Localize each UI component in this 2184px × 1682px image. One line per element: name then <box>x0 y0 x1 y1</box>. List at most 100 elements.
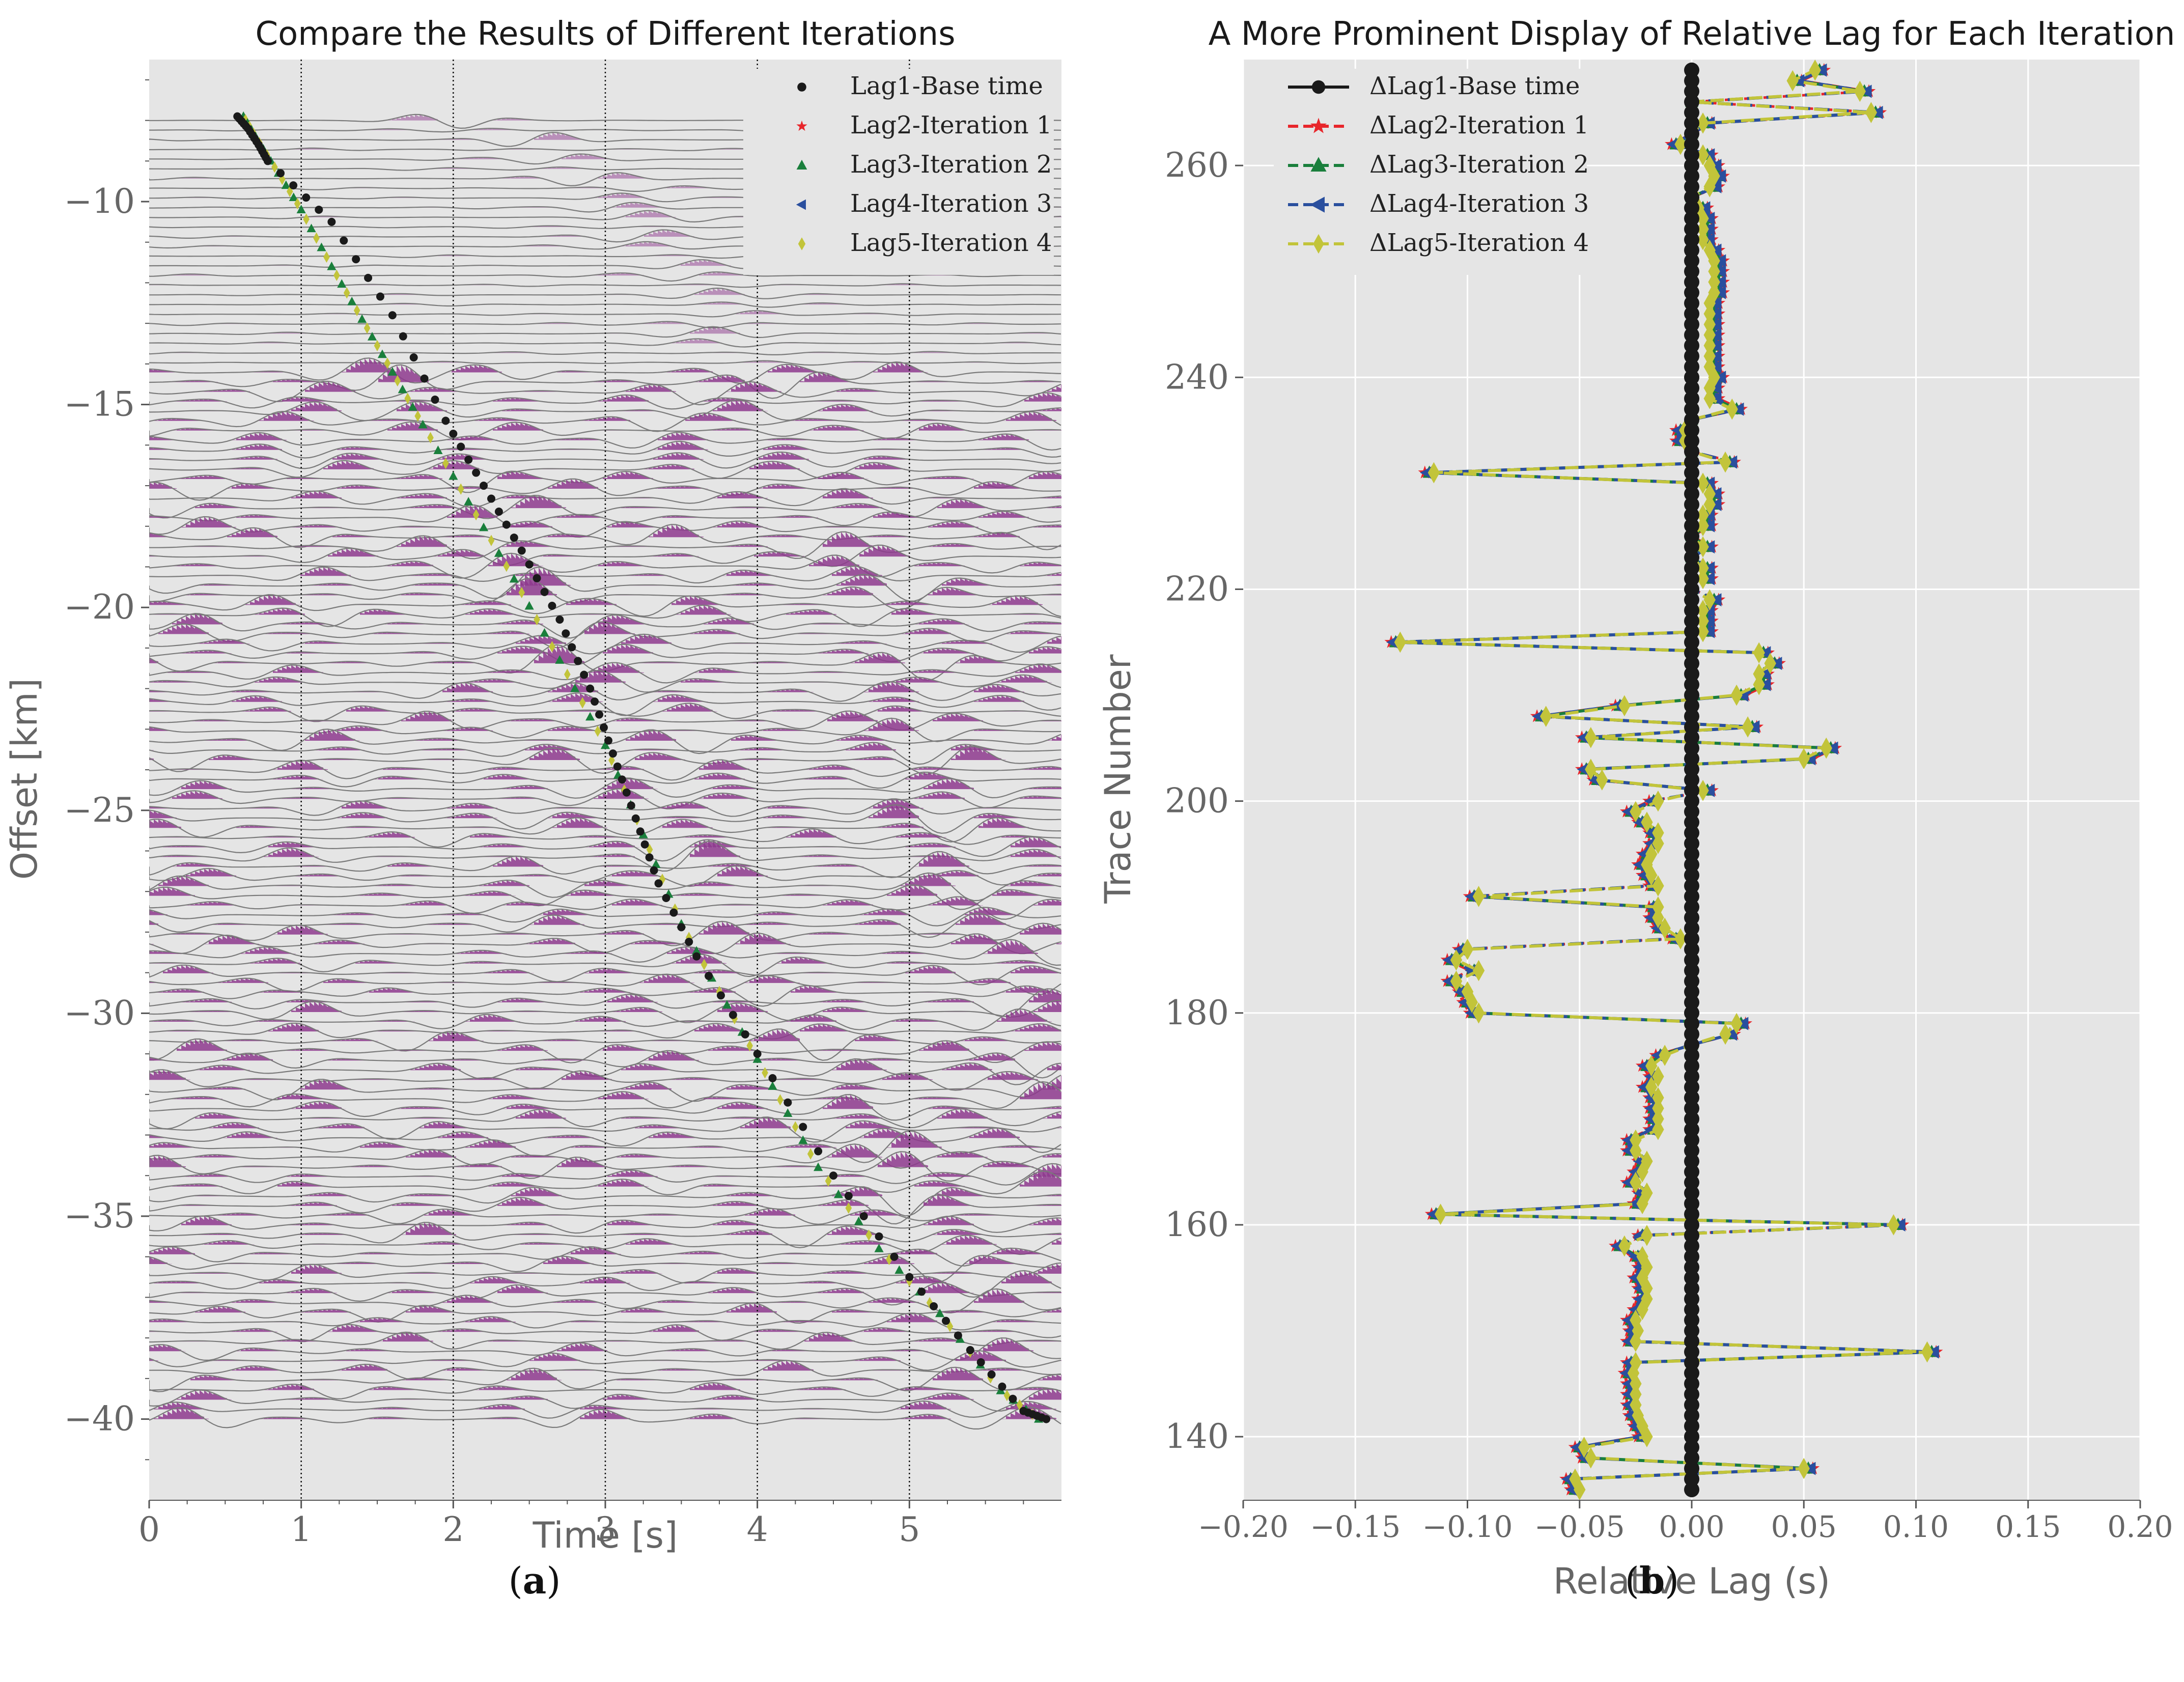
series-marker <box>1641 1182 1653 1204</box>
caption-b: (b) <box>1625 1559 1679 1602</box>
trace-fill <box>163 772 1061 780</box>
pick-iteration <box>387 367 397 376</box>
pick-base <box>533 574 541 582</box>
base-marker <box>1684 656 1699 671</box>
pick-base <box>905 1273 914 1281</box>
base-marker <box>1684 698 1699 714</box>
x-tick-label: 5 <box>899 1510 920 1549</box>
pick-iteration <box>540 628 549 637</box>
trace-fill <box>190 566 1061 576</box>
pick-base <box>768 1074 777 1082</box>
base-marker <box>1684 550 1699 566</box>
trace-fill <box>186 1000 1061 1012</box>
base-marker <box>1684 317 1699 332</box>
trace-fill <box>167 193 1061 198</box>
series-marker <box>1708 271 1720 293</box>
pick-iteration <box>865 1229 872 1241</box>
base-marker <box>1684 1143 1699 1159</box>
series-marker <box>1472 1002 1485 1024</box>
panel-b: A More Prominent Display of Relative Lag… <box>1097 15 2175 1602</box>
panel-a-xlabel: Time [s] <box>533 1515 678 1556</box>
base-marker <box>1684 1291 1699 1307</box>
series-marker <box>1652 790 1664 812</box>
series-marker <box>1450 970 1463 992</box>
legend-label: Lag2-Iteration 1 <box>850 111 1052 139</box>
series-marker <box>1697 557 1709 579</box>
pick-iteration <box>651 859 661 868</box>
base-marker <box>1684 1132 1699 1148</box>
trace-fill <box>186 1095 1061 1109</box>
series-marker <box>1726 398 1738 420</box>
trace-fill <box>167 272 1061 276</box>
trace-line <box>149 1170 1061 1195</box>
series-marker <box>1644 1070 1657 1083</box>
trace-fill <box>149 718 1024 731</box>
trace-fill <box>163 1023 1061 1032</box>
series-marker <box>1630 1384 1642 1405</box>
pick-iteration <box>701 959 708 970</box>
base-marker <box>1684 338 1699 353</box>
pick-iteration <box>317 242 326 251</box>
pick-iteration <box>398 384 407 394</box>
trace-fill <box>190 711 1061 721</box>
trace-fill <box>149 1360 1029 1371</box>
series-marker <box>1786 70 1799 92</box>
pick-iteration <box>549 641 555 653</box>
series-marker <box>1621 1144 1634 1158</box>
pick-iteration <box>377 349 387 358</box>
trace-line <box>149 326 1061 339</box>
trace-fill <box>172 613 1061 625</box>
base-marker <box>1684 295 1699 311</box>
y-tick-label: 260 <box>1165 146 1229 185</box>
base-marker <box>1684 83 1699 99</box>
pick-iteration <box>427 432 434 443</box>
y-tick-label: −20 <box>64 587 135 627</box>
y-tick-label: 160 <box>1165 1205 1229 1244</box>
panel-b-gridlines <box>1242 60 2141 1500</box>
pick-iteration <box>594 725 601 737</box>
trace-line <box>149 360 1061 366</box>
base-marker <box>1684 815 1699 830</box>
base-marker <box>1684 1461 1699 1476</box>
base-marker <box>1684 1280 1699 1296</box>
base-marker <box>1684 782 1699 798</box>
panel-a-axis-ticks: 0 1 2 3 4 5 −10 −15 −20 −25 −30 −35 −40 <box>64 79 1061 1549</box>
trace-line <box>149 604 1061 627</box>
series-marker <box>1630 1309 1642 1331</box>
pick-base <box>502 520 511 529</box>
trace-line <box>149 1350 1061 1371</box>
x-tick-label: 2 <box>442 1510 464 1549</box>
series-marker <box>1434 1203 1447 1225</box>
series-marker <box>1386 635 1399 649</box>
pick-iteration <box>363 322 371 334</box>
series-marker <box>1652 822 1664 844</box>
pick-iteration <box>807 1148 814 1160</box>
base-marker <box>1684 793 1699 809</box>
series-marker <box>1697 568 1709 590</box>
series-marker <box>1630 801 1642 823</box>
y-tick-label: −10 <box>64 182 135 221</box>
trace-fill <box>158 836 1061 848</box>
trace-fill <box>177 471 1061 479</box>
pick-iteration <box>534 613 540 626</box>
series-marker <box>1730 684 1743 706</box>
base-marker <box>1684 1122 1699 1137</box>
series-marker <box>1674 133 1687 155</box>
pick-iteration <box>825 1175 832 1187</box>
base-marker <box>1684 423 1699 438</box>
panel-a: Compare the Results of Different Iterati… <box>4 15 1061 1602</box>
series-marker <box>1708 261 1720 282</box>
pick-iteration <box>792 1121 799 1133</box>
trace-line <box>149 939 1061 966</box>
caption-a: (a) <box>509 1559 561 1602</box>
pick-base <box>494 508 503 516</box>
x-tick-label: −0.05 <box>1534 1509 1625 1544</box>
pick-iteration <box>281 180 291 189</box>
base-marker <box>1684 189 1699 205</box>
trace-fill <box>149 913 1061 925</box>
series-marker <box>1865 102 1878 123</box>
series-marker <box>1394 631 1407 653</box>
trace-fill <box>172 422 1061 431</box>
trace-line <box>149 643 1061 666</box>
trace-line <box>149 1116 1061 1143</box>
